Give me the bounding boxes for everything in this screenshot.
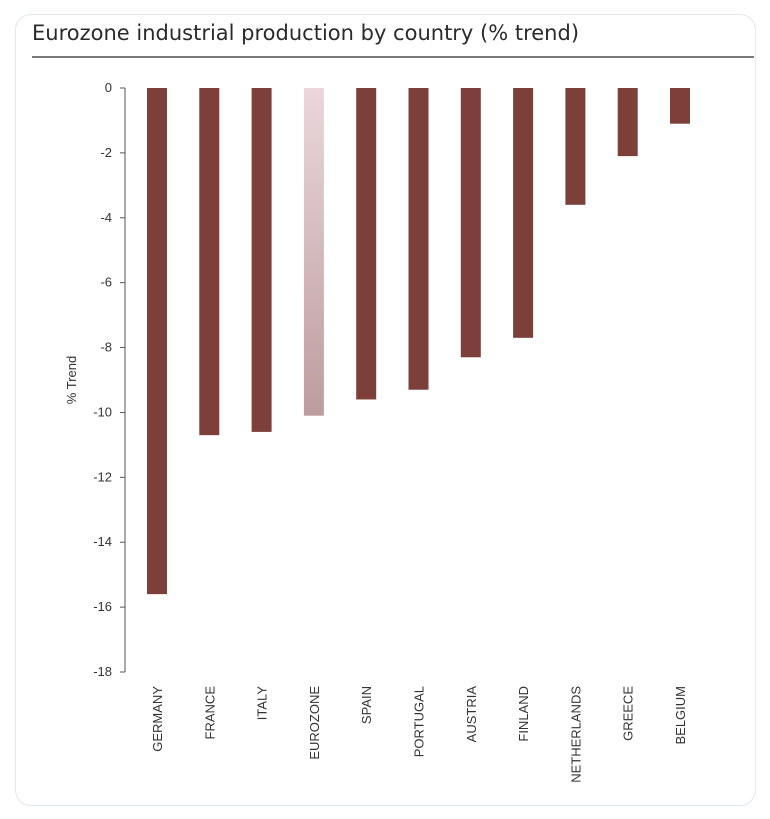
x-labels-group: GERMANY FRANCE ITALY EUROZONE SPAIN PORTUGAL A…: [150, 686, 688, 783]
x-tick-label: PORTUGAL: [412, 686, 427, 757]
x-tick-label: NETHERLANDS: [568, 686, 583, 783]
y-axis-label: % Trend: [64, 356, 79, 404]
x-tick-label: BELGIUM: [673, 686, 688, 745]
y-ticks-group: 0 -2 -4 -6 -8 -10 -12 -14 -16 -18: [93, 80, 125, 679]
bar-eurozone: [303, 88, 324, 416]
chart-title: Eurozone industrial production by countr…: [32, 21, 580, 45]
bar-portugal: [408, 88, 429, 390]
y-tick-label: -14: [93, 534, 112, 549]
bar-italy: [251, 88, 272, 432]
y-tick-label: -2: [100, 145, 112, 160]
y-tick-label: -12: [93, 469, 112, 484]
bar-greece: [617, 88, 638, 157]
y-tick-label: -8: [100, 340, 112, 355]
x-tick-label: GERMANY: [150, 686, 165, 752]
x-tick-label: SPAIN: [359, 686, 374, 724]
bar-belgium: [670, 88, 690, 124]
y-tick-label: 0: [105, 80, 112, 95]
bar-germany: [147, 88, 167, 595]
bar-netherlands: [565, 88, 586, 205]
x-tick-label: EUROZONE: [307, 686, 322, 760]
y-tick-label: -16: [93, 599, 112, 614]
bar-france: [199, 88, 220, 436]
y-tick-label: -10: [93, 404, 112, 419]
y-tick-label: -6: [100, 275, 112, 290]
y-tick-label: -4: [100, 210, 112, 225]
bar-austria: [460, 88, 481, 358]
bar-finland: [513, 88, 534, 338]
bars-group: [147, 88, 690, 595]
x-tick-label: FINLAND: [516, 686, 531, 742]
x-tick-label: ITALY: [255, 686, 270, 721]
bar-spain: [356, 88, 377, 400]
y-tick-label: -18: [93, 664, 112, 679]
title-divider: [32, 56, 754, 58]
x-tick-label: FRANCE: [202, 686, 217, 740]
x-tick-label: GREECE: [621, 686, 636, 741]
x-tick-label: AUSTRIA: [464, 686, 479, 743]
